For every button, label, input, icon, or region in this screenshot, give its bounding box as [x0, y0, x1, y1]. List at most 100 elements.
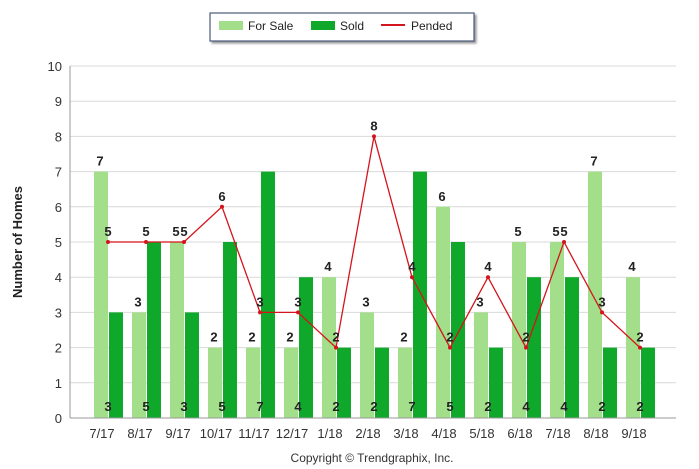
sold-data-label: 3 [104, 399, 111, 414]
y-axis-label: Number of Homes [10, 186, 25, 298]
legend-sold-swatch [311, 21, 335, 30]
sold-bar [185, 312, 199, 418]
y-tick-label: 6 [55, 200, 62, 215]
sold-bar [413, 171, 427, 418]
pended-data-label: 4 [484, 259, 492, 274]
y-tick-label: 7 [55, 165, 62, 180]
for-sale-data-label: 2 [286, 330, 293, 345]
pended-data-label: 2 [636, 330, 643, 345]
x-tick-label: 8/18 [583, 426, 608, 441]
for-sale-data-label: 3 [134, 294, 141, 309]
pended-data-label: 2 [446, 330, 453, 345]
for-sale-bar [398, 347, 412, 418]
pended-point [182, 240, 186, 244]
sold-bar [641, 347, 655, 418]
sold-data-label: 4 [560, 399, 568, 414]
pended-data-label: 2 [522, 330, 529, 345]
for-sale-bar [284, 347, 298, 418]
y-tick-label: 8 [55, 129, 62, 144]
sold-bar [603, 347, 617, 418]
for-sale-data-label: 3 [362, 294, 369, 309]
for-sale-data-label: 7 [96, 154, 103, 169]
pended-point [486, 275, 490, 280]
pended-point [448, 345, 452, 350]
sold-bar [147, 242, 161, 418]
pended-point [638, 345, 642, 350]
for-sale-bar [322, 277, 336, 418]
for-sale-bar [512, 242, 526, 418]
for-sale-data-label: 4 [324, 259, 332, 274]
for-sale-data-label: 7 [590, 154, 597, 169]
sold-bar [527, 277, 541, 418]
y-tick-label: 4 [55, 270, 62, 285]
x-tick-label: 1/18 [317, 426, 342, 441]
sold-data-label: 2 [332, 399, 339, 414]
legend-pended-label: Pended [411, 19, 452, 33]
x-tick-label: 10/17 [200, 426, 233, 441]
sold-bar [223, 242, 237, 418]
x-tick-label: 6/18 [507, 426, 532, 441]
y-tick-label: 0 [55, 411, 62, 426]
pended-data-label: 4 [408, 259, 416, 274]
for-sale-bar [474, 312, 488, 418]
x-tick-label: 7/17 [89, 426, 114, 441]
pended-data-label: 3 [598, 294, 605, 309]
legend-for-sale-label: For Sale [248, 19, 294, 33]
sold-data-label: 5 [446, 399, 453, 414]
y-tick-label: 2 [55, 341, 62, 356]
pended-data-label: 8 [370, 118, 377, 133]
for-sale-bar [170, 242, 184, 418]
sold-bar [261, 171, 275, 418]
x-tick-label: 8/17 [127, 426, 152, 441]
x-tick-label: 12/17 [276, 426, 309, 441]
pended-point [562, 240, 566, 244]
sold-data-label: 4 [522, 399, 530, 414]
pended-point [524, 345, 528, 350]
sold-data-label: 2 [370, 399, 377, 414]
x-tick-label: 3/18 [393, 426, 418, 441]
sold-data-label: 2 [598, 399, 605, 414]
pended-point [106, 240, 110, 244]
for-sale-data-label: 2 [248, 330, 255, 345]
y-tick-label: 3 [55, 305, 62, 320]
y-tick-label: 1 [55, 376, 62, 391]
for-sale-bar [436, 206, 450, 418]
for-sale-data-label: 5 [552, 224, 559, 239]
sold-bar [451, 242, 465, 418]
x-tick-label: 11/17 [238, 426, 270, 441]
sold-data-label: 2 [484, 399, 491, 414]
for-sale-data-label: 3 [476, 294, 483, 309]
x-tick-label: 9/18 [621, 426, 646, 441]
y-tick-label: 10 [48, 59, 62, 74]
for-sale-data-label: 4 [628, 259, 636, 274]
pended-data-label: 6 [218, 189, 225, 204]
x-tick-label: 2/18 [355, 426, 380, 441]
y-tick-label: 9 [55, 94, 62, 109]
legend-sold-label: Sold [340, 19, 364, 33]
x-tick-label: 4/18 [431, 426, 456, 441]
pended-data-label: 2 [332, 330, 339, 345]
pended-point [334, 345, 338, 350]
sold-data-label: 5 [218, 399, 225, 414]
sold-data-label: 5 [142, 399, 149, 414]
for-sale-bar [360, 312, 374, 418]
for-sale-bar [588, 171, 602, 418]
sold-bar [337, 347, 351, 418]
footer-copyright: Copyright © Trendgraphix, Inc. [291, 451, 454, 465]
x-tick-label: 9/17 [165, 426, 190, 441]
pended-point [220, 204, 224, 209]
sold-bar [109, 312, 123, 418]
pended-point [410, 275, 414, 280]
sold-data-label: 4 [294, 399, 302, 414]
sold-data-label: 2 [636, 399, 643, 414]
pended-data-label: 3 [256, 294, 263, 309]
for-sale-bar [550, 242, 564, 418]
sold-bar [375, 347, 389, 418]
pended-point [144, 240, 148, 244]
for-sale-bar [208, 347, 222, 418]
x-tick-label: 7/18 [545, 426, 570, 441]
y-tick-label: 5 [55, 235, 62, 250]
sold-data-label: 3 [180, 399, 187, 414]
